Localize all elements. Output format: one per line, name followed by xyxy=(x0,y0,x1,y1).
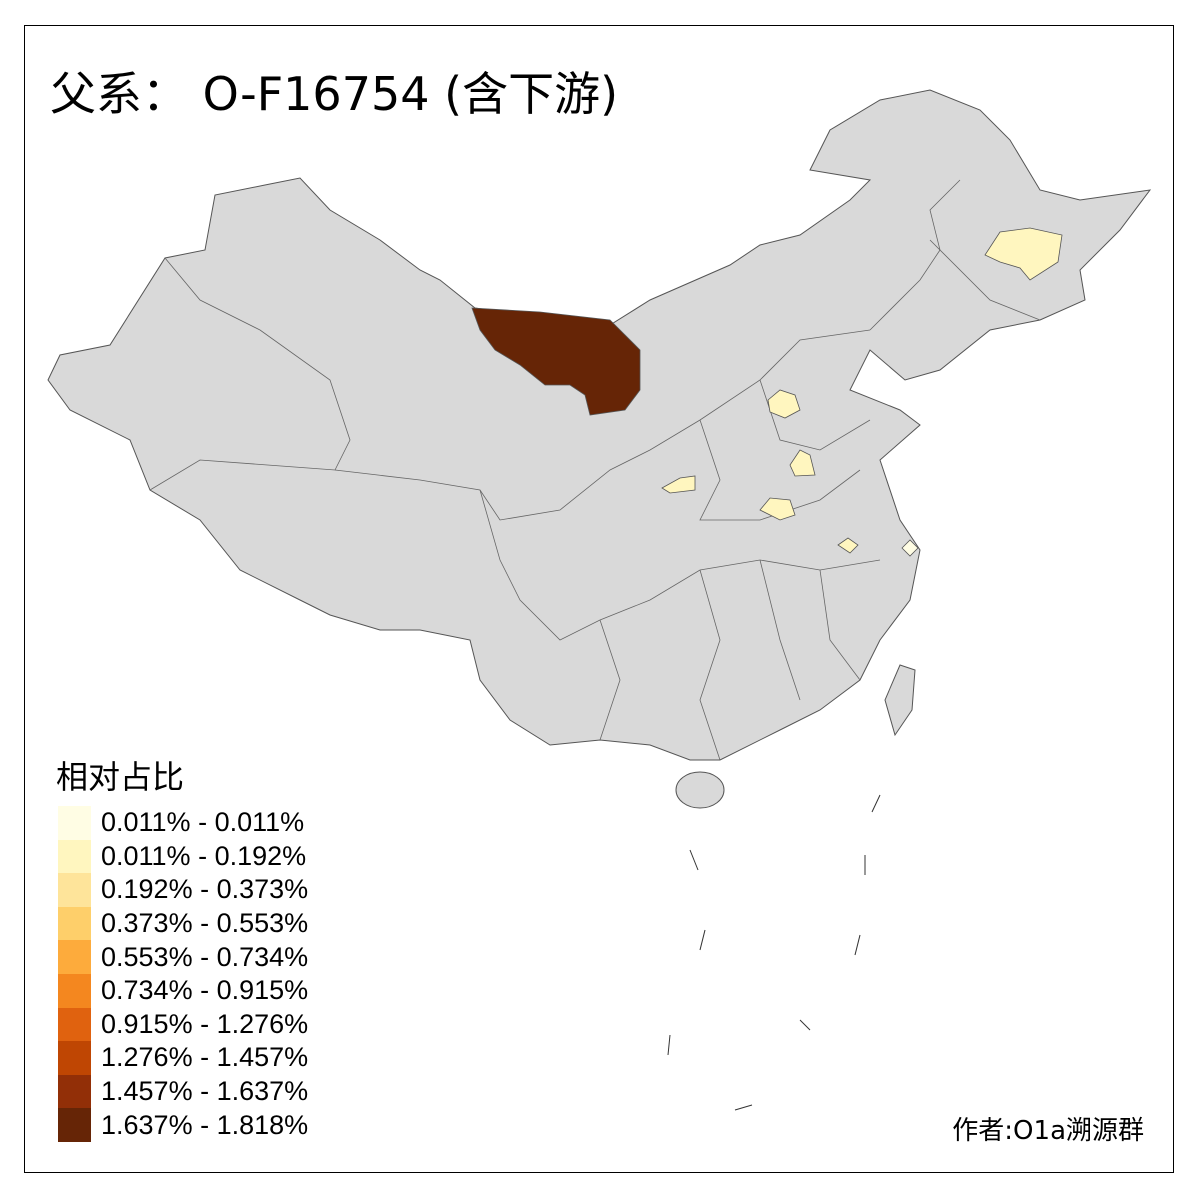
legend-swatch xyxy=(58,1007,91,1042)
mainland-china xyxy=(47,89,1152,761)
legend-label: 0.734% - 0.915% xyxy=(101,975,309,1006)
south-china-sea-islands xyxy=(667,794,881,1111)
legend-label: 0.011% - 0.192% xyxy=(101,840,307,871)
legend-item: 0.011% - 0.011% xyxy=(58,806,308,840)
legend-item: 1.457% - 1.637% xyxy=(58,1074,309,1109)
legend-item: 0.373% - 0.553% xyxy=(58,906,309,941)
legend-item: 0.011% - 0.192% xyxy=(58,839,308,874)
legend: 0.011% - 0.011% 0.011% - 0.192% 0.192% - 0… xyxy=(58,806,308,1142)
legend-swatch xyxy=(58,906,91,941)
shaanxi-region xyxy=(661,475,696,494)
legend-label: 0.192% - 0.373% xyxy=(101,874,309,905)
legend-swatch xyxy=(58,1041,91,1075)
legend-label: 0.011% - 0.011% xyxy=(101,807,305,838)
legend-swatch xyxy=(58,873,91,907)
legend-item: 0.915% - 1.276% xyxy=(58,1007,309,1042)
legend-item: 1.637% - 1.818% xyxy=(58,1108,308,1142)
shanghai-region xyxy=(901,539,919,557)
legend-title: 相对占比 xyxy=(56,758,185,796)
legend-item: 1.276% - 1.457% xyxy=(58,1041,308,1075)
legend-label: 0.373% - 0.553% xyxy=(101,908,309,939)
anhui-region xyxy=(837,537,859,554)
taiwan-island xyxy=(884,664,916,737)
province-borders xyxy=(149,179,1041,761)
hebei-shandong-region xyxy=(789,449,816,477)
henan-region xyxy=(759,497,796,521)
legend-label: 0.915% - 1.276% xyxy=(101,1008,309,1039)
legend-swatch xyxy=(58,1108,91,1142)
plot-frame xyxy=(24,25,1174,1173)
legend-item: 0.734% - 0.915% xyxy=(58,973,309,1008)
legend-swatch xyxy=(58,839,91,874)
hainan-island xyxy=(675,771,725,809)
legend-swatch xyxy=(58,1074,91,1109)
heilongjiang-region xyxy=(984,227,1063,281)
legend-item: 0.192% - 0.373% xyxy=(58,873,308,907)
legend-label: 0.553% - 0.734% xyxy=(101,941,309,972)
legend-swatch xyxy=(58,940,91,974)
legend-swatch xyxy=(58,973,91,1008)
legend-label: 1.457% - 1.637% xyxy=(101,1076,309,1107)
legend-label: 1.637% - 1.818% xyxy=(101,1109,309,1140)
shanxi-region xyxy=(767,389,801,419)
legend-label: 1.276% - 1.457% xyxy=(101,1042,309,1073)
legend-swatch xyxy=(58,806,91,840)
legend-item: 0.553% - 0.734% xyxy=(58,940,308,974)
northwest-dark-region xyxy=(471,307,641,416)
author-credit: 作者:O1a溯源群 xyxy=(952,1116,1144,1146)
map-title: 父系： O-F16754 (含下游) xyxy=(50,67,619,121)
